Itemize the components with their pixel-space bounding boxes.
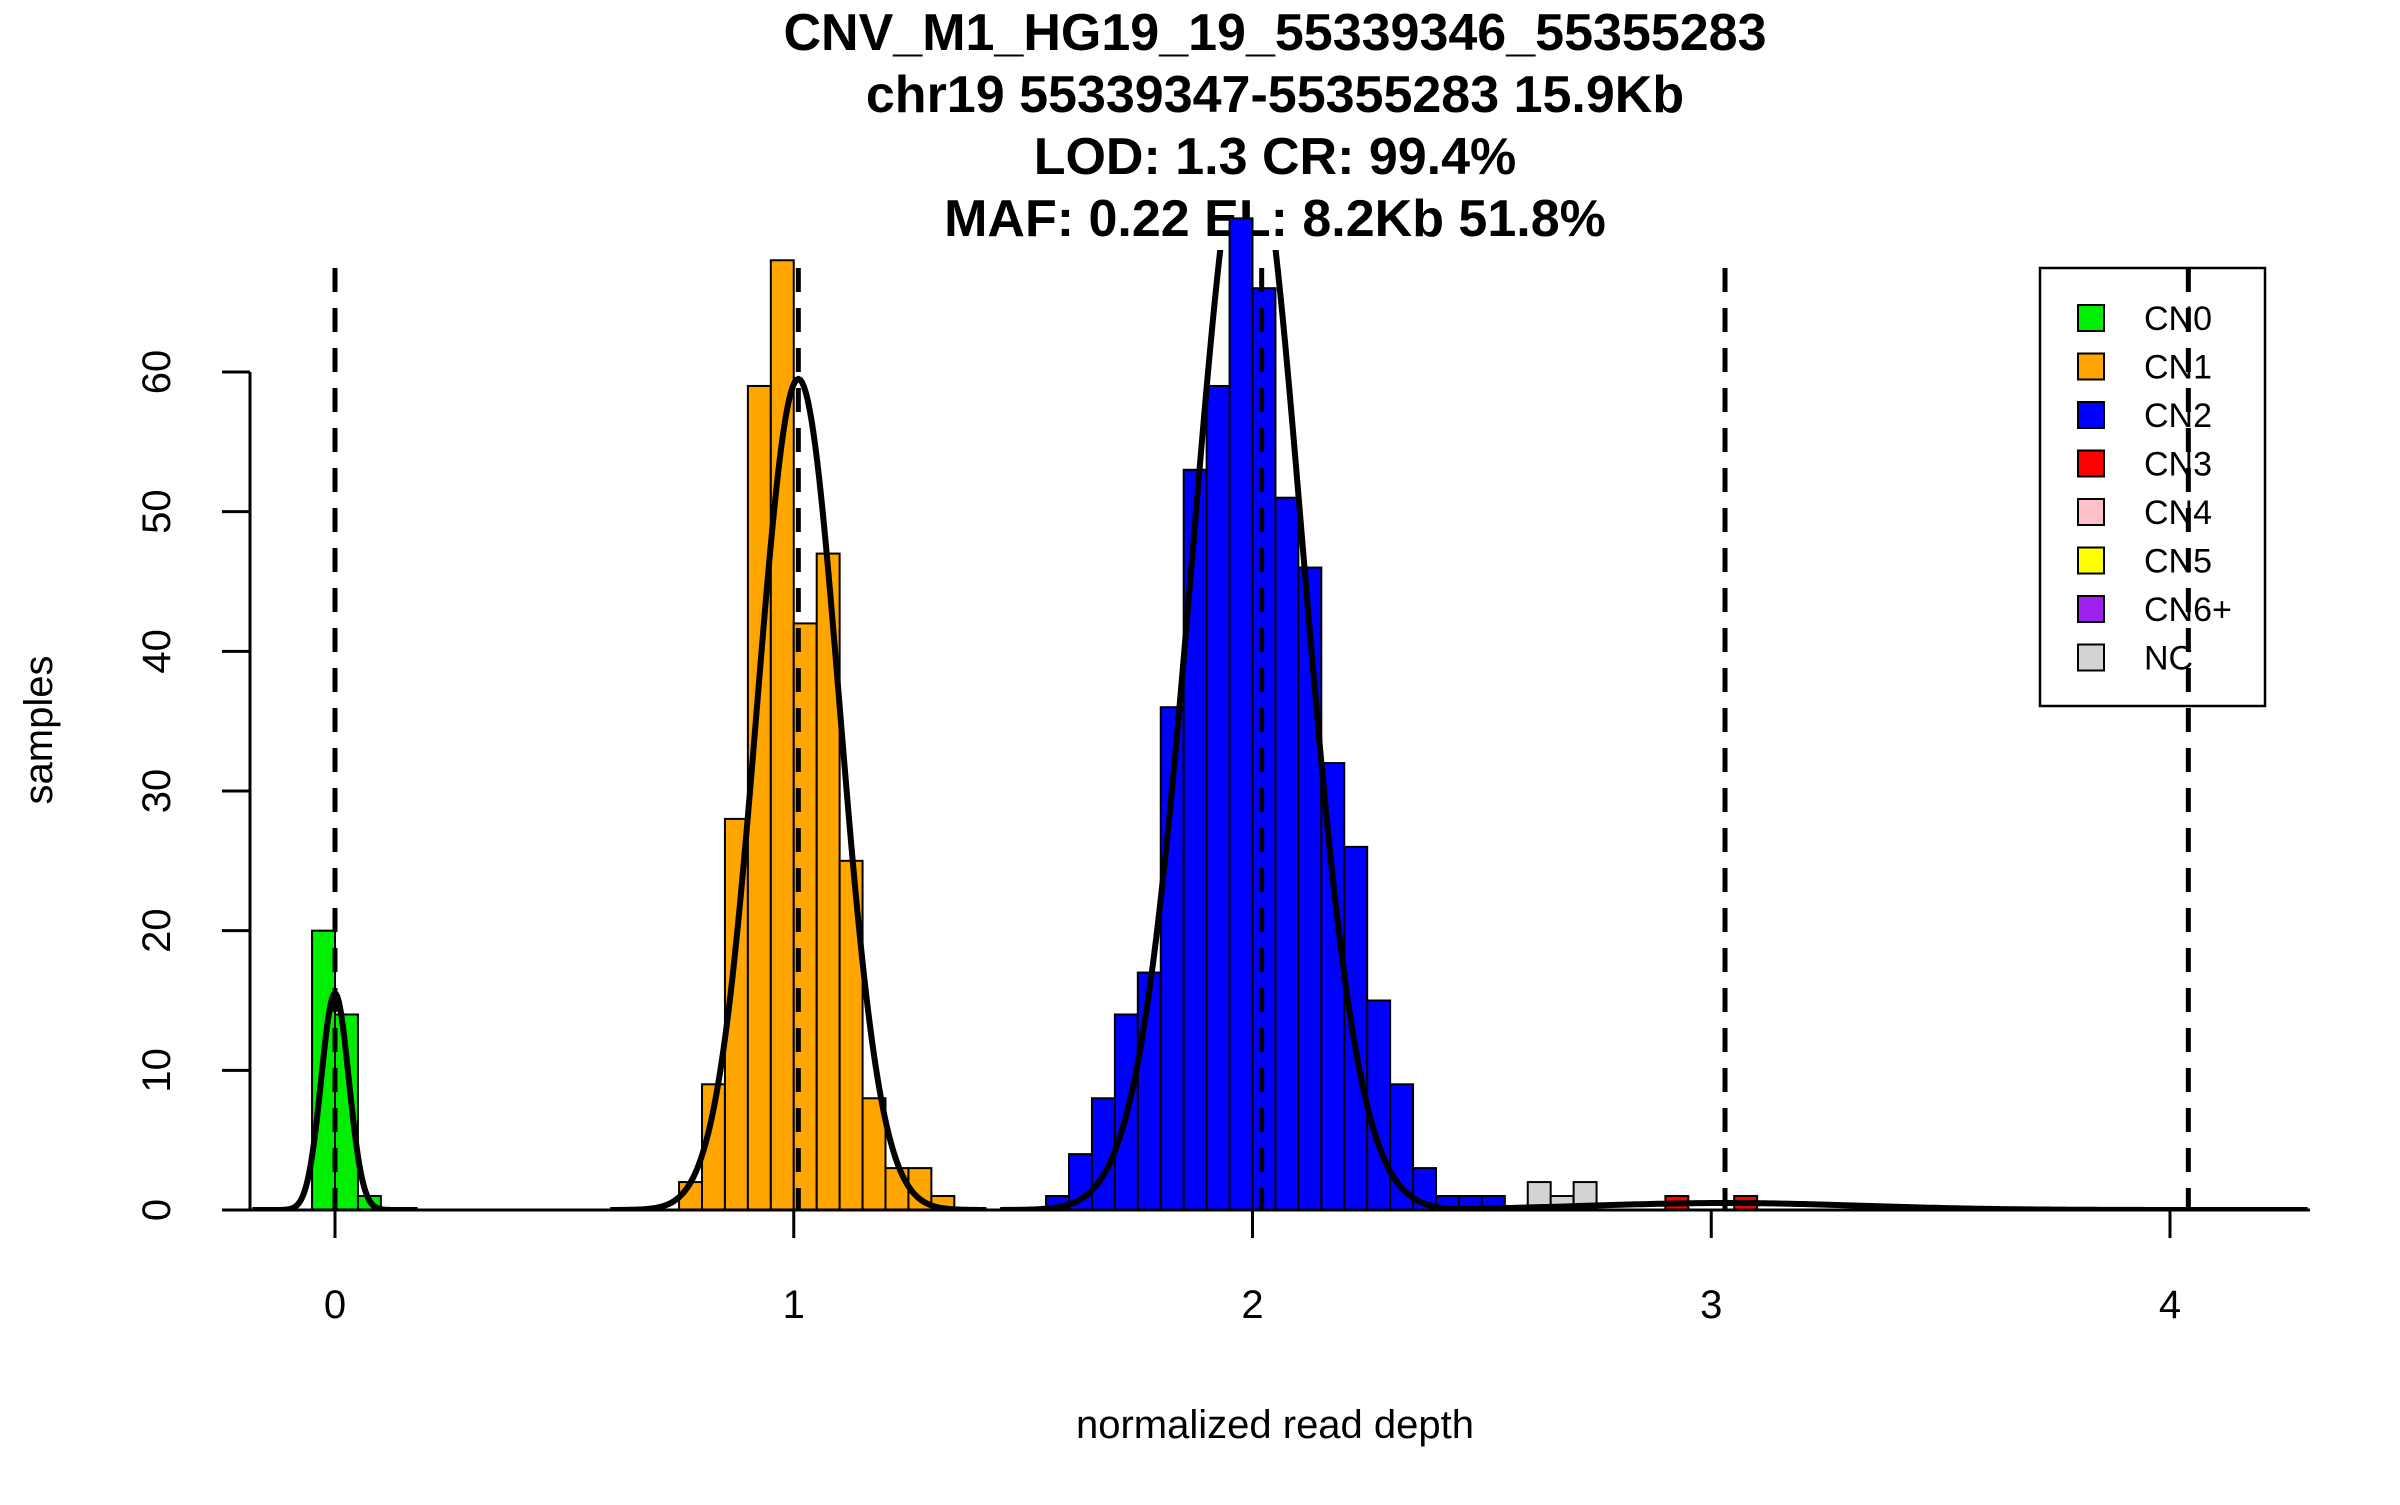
legend-swatch (2077, 352, 2105, 381)
y-tick-label: 20 (135, 908, 179, 953)
x-tick-label: 1 (783, 1283, 805, 1327)
x-tick-label: 0 (324, 1283, 346, 1327)
histogram-bar-cn2 (1228, 217, 1254, 1211)
y-tick-label: 60 (135, 350, 179, 395)
legend-swatch (2077, 401, 2105, 429)
legend-swatch (2077, 643, 2105, 672)
legend-swatch (2077, 449, 2105, 478)
y-tick-label: 0 (135, 1199, 179, 1221)
y-tick-label: 30 (135, 769, 179, 814)
x-tick-label: 2 (1241, 1283, 1263, 1327)
histogram-bar-cn2 (1182, 468, 1208, 1211)
y-tick-label: 50 (135, 489, 179, 533)
x-tick-label: 4 (2159, 1283, 2181, 1327)
legend-swatch (2077, 546, 2105, 575)
histogram-bars (311, 217, 1759, 1212)
legend-label: CN4 (2144, 494, 2212, 532)
legend-swatch (2077, 304, 2105, 332)
histogram-bar-cn2 (1205, 384, 1231, 1212)
fit-curve-1 (610, 375, 987, 1210)
y-axis-label: samples (17, 656, 61, 805)
legend-label: CN0 (2144, 300, 2212, 338)
title-line-4: MAF: 0.22 EL: 8.2Kb 51.8% (944, 190, 1606, 248)
legend-label: CN2 (2144, 397, 2212, 435)
legend-label: NC (2144, 640, 2193, 678)
legend-label: CN3 (2144, 446, 2212, 484)
chart-title: CNV_M1_HG19_19_55339346_55355283 chr19 5… (783, 4, 1766, 248)
histogram-bar-cn2 (1320, 762, 1346, 1211)
title-line-2: chr19 55339347-55355283 15.9Kb (866, 66, 1684, 124)
y-tick-label: 10 (135, 1048, 179, 1093)
histogram-bar-cn2 (1343, 845, 1369, 1211)
legend-swatch (2077, 498, 2105, 526)
legend-label: CN5 (2144, 543, 2212, 581)
legend-label: CN1 (2144, 349, 2212, 387)
title-line-3: LOD: 1.3 CR: 99.4% (1034, 128, 1517, 186)
y-tick-label: 40 (135, 629, 179, 674)
histogram-bar-cn2 (1366, 999, 1392, 1211)
legend-swatch (2077, 595, 2105, 623)
legend-box (2038, 266, 2267, 708)
histogram-bar-cn2 (1274, 496, 1300, 1211)
x-axis-label: normalized read depth (1076, 1403, 1474, 1447)
title-line-1: CNV_M1_HG19_19_55339346_55355283 (783, 4, 1766, 62)
x-tick-label: 3 (1700, 1283, 1722, 1327)
fit-curve-2 (1000, 250, 1505, 1210)
legend: CN0CN1CN2CN3CN4CN5CN6+NC (2038, 266, 2267, 708)
